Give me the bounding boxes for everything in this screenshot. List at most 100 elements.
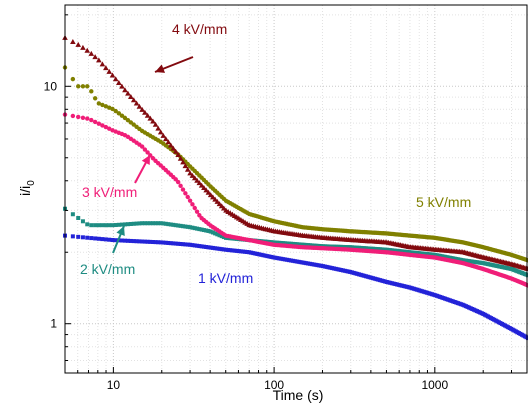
annotation-label: 3 kV/mm <box>82 184 137 200</box>
data-point <box>187 198 193 203</box>
data-point <box>125 238 130 243</box>
data-point <box>80 115 86 120</box>
data-point <box>70 212 75 217</box>
data-point <box>158 221 163 226</box>
data-point <box>100 102 105 108</box>
data-point <box>100 237 105 242</box>
data-point <box>157 129 164 135</box>
data-point <box>219 234 224 239</box>
data-point <box>142 109 148 115</box>
data-point <box>195 226 200 231</box>
data-point <box>263 253 268 258</box>
grid <box>64 5 528 373</box>
data-point <box>76 84 81 89</box>
annotation-label: 4 kV/mm <box>172 21 227 37</box>
data-point <box>113 223 118 228</box>
data-point <box>155 125 161 131</box>
series-4-kv-mm <box>62 34 528 271</box>
data-point <box>178 183 183 189</box>
data-point <box>185 194 190 200</box>
data-point <box>76 216 81 221</box>
series-1-kv-mm <box>63 233 528 341</box>
data-point <box>92 54 98 60</box>
data-point <box>147 115 154 121</box>
data-point <box>228 248 233 253</box>
data-point <box>122 238 127 243</box>
annotations: 4 kV/mm 5 kV/mm 3 kV/mm 2 kV/mm 1 kV/mm <box>80 21 471 286</box>
data-point <box>145 221 150 226</box>
data-point <box>107 223 112 228</box>
data-point <box>76 234 81 239</box>
data-point <box>226 247 231 252</box>
data-point <box>166 240 171 245</box>
x-tick-label: 100 <box>264 378 284 392</box>
data-point <box>236 249 241 254</box>
data-point <box>166 222 171 227</box>
data-point <box>184 166 191 172</box>
data-point <box>190 243 195 248</box>
data-point <box>80 219 85 224</box>
data-point <box>180 159 186 165</box>
data-point <box>113 108 118 114</box>
data-point <box>253 251 258 256</box>
data-point <box>125 90 131 96</box>
data-point <box>100 223 105 228</box>
data-point <box>176 223 181 228</box>
series-5-kv-mm <box>62 65 528 263</box>
data-point <box>89 223 94 228</box>
data-point <box>96 57 102 63</box>
data-point <box>165 139 172 145</box>
data-point <box>161 240 166 245</box>
data-point <box>177 155 184 161</box>
data-point <box>245 250 250 255</box>
data-point <box>192 205 197 211</box>
data-point <box>85 222 90 227</box>
data-point <box>103 65 109 71</box>
data-point <box>230 248 235 253</box>
data-point <box>131 239 136 244</box>
data-point <box>257 252 262 257</box>
data-point <box>204 228 209 233</box>
data-point <box>80 44 86 50</box>
data-point <box>128 93 134 99</box>
data-point <box>224 247 229 252</box>
data-point <box>217 233 222 238</box>
data-point <box>85 84 90 89</box>
data-point <box>133 100 140 106</box>
data-point <box>208 245 213 250</box>
data-point <box>251 251 256 256</box>
data-point <box>217 246 222 251</box>
data-point <box>234 248 239 253</box>
x-tick-label: 10 <box>107 378 121 392</box>
data-point <box>139 144 145 149</box>
data-point <box>197 213 202 218</box>
data-point <box>110 238 115 243</box>
data-point <box>185 224 190 229</box>
data-point <box>128 221 133 226</box>
data-point <box>183 191 188 196</box>
data-point <box>148 239 153 244</box>
data-point <box>221 235 226 240</box>
data-point <box>215 232 220 237</box>
data-point <box>163 221 168 226</box>
data-point <box>80 84 86 89</box>
data-point <box>103 104 109 109</box>
data-point <box>96 223 101 228</box>
arrow-head <box>141 155 150 166</box>
data-point <box>192 243 197 248</box>
data-point <box>122 87 128 93</box>
data-point <box>176 241 181 246</box>
data-point <box>210 245 215 250</box>
data-point <box>156 221 161 226</box>
data-point <box>201 244 206 249</box>
data-point <box>103 223 108 228</box>
arrow-head <box>116 226 125 237</box>
data-point <box>185 242 190 247</box>
data-point <box>188 225 193 230</box>
data-point <box>89 236 94 241</box>
annotation-label: 2 kV/mm <box>80 261 135 277</box>
data-point <box>107 237 112 242</box>
data-point <box>84 47 91 53</box>
data-point <box>76 114 81 120</box>
data-point <box>99 61 106 67</box>
